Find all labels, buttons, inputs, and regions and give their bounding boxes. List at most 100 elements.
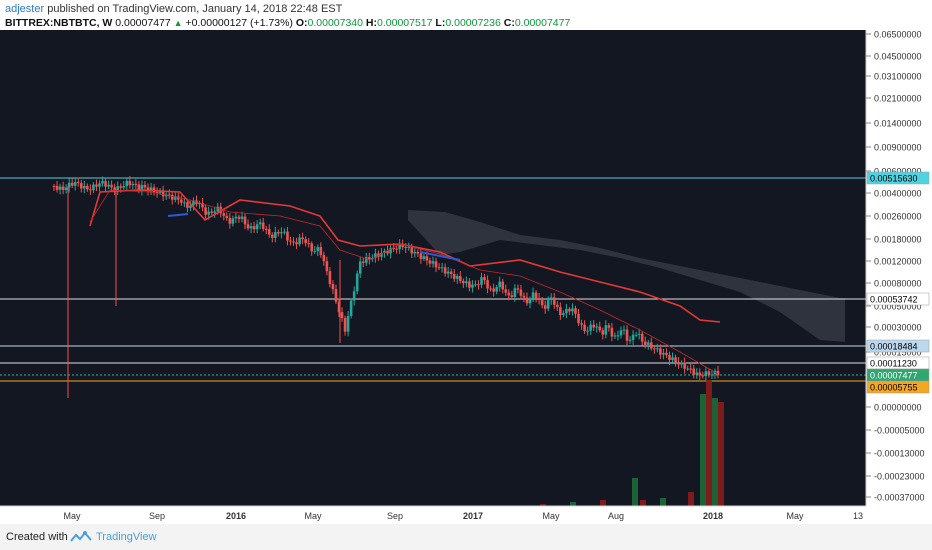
candle-body[interactable] xyxy=(192,200,195,206)
candle-body[interactable] xyxy=(631,334,635,340)
candle-body[interactable] xyxy=(665,352,668,356)
candle-body[interactable] xyxy=(404,247,408,249)
candle-body[interactable] xyxy=(83,185,86,189)
candle-body[interactable] xyxy=(498,281,501,288)
candle-body[interactable] xyxy=(343,318,347,332)
candle-body[interactable] xyxy=(716,370,720,376)
candle-body[interactable] xyxy=(462,280,465,284)
candle-body[interactable] xyxy=(237,216,241,219)
candle-body[interactable] xyxy=(586,330,589,332)
candle-body[interactable] xyxy=(613,335,617,337)
candle-body[interactable] xyxy=(616,335,620,337)
candle-body[interactable] xyxy=(113,187,116,192)
candle-body[interactable] xyxy=(704,371,708,377)
candle-body[interactable] xyxy=(143,185,147,188)
candle-body[interactable] xyxy=(477,284,480,286)
candle-body[interactable] xyxy=(656,348,659,350)
candle-body[interactable] xyxy=(161,190,165,197)
candle-body[interactable] xyxy=(198,202,201,205)
candle-body[interactable] xyxy=(283,231,286,233)
candle-body[interactable] xyxy=(243,216,247,225)
candle-body[interactable] xyxy=(386,250,389,254)
candle-body[interactable] xyxy=(180,199,183,203)
candle-body[interactable] xyxy=(410,247,414,254)
candle-body[interactable] xyxy=(79,183,83,189)
candle-body[interactable] xyxy=(701,375,705,377)
candle-body[interactable] xyxy=(637,333,641,335)
candle-body[interactable] xyxy=(225,215,229,218)
candle-body[interactable] xyxy=(668,355,671,361)
candle-body[interactable] xyxy=(346,315,350,332)
candle-body[interactable] xyxy=(674,357,677,362)
candle-body[interactable] xyxy=(640,333,644,342)
candle-body[interactable] xyxy=(170,194,174,200)
candle-body[interactable] xyxy=(562,313,565,316)
candle-body[interactable] xyxy=(649,342,653,349)
candle-body[interactable] xyxy=(695,372,699,375)
candle-body[interactable] xyxy=(595,326,599,328)
candle-body[interactable] xyxy=(368,257,371,260)
candle-body[interactable] xyxy=(122,186,126,188)
candle-body[interactable] xyxy=(528,298,532,304)
price-axis[interactable]: 0.06500000 0.04500000 0.03100000 0.02100000… xyxy=(866,30,925,503)
candle-body[interactable] xyxy=(58,186,62,190)
candle-body[interactable] xyxy=(534,292,538,298)
candle-body[interactable] xyxy=(101,181,104,184)
candle-body[interactable] xyxy=(495,287,498,292)
candle-body[interactable] xyxy=(110,184,113,188)
candle-body[interactable] xyxy=(692,368,696,375)
candle-body[interactable] xyxy=(340,312,344,319)
time-axis[interactable]: May Sep 2016 May Sep 2017 May Aug 2018 May 13 xyxy=(63,511,863,521)
candle-body[interactable] xyxy=(407,247,411,249)
candle-body[interactable] xyxy=(104,181,107,187)
candle-body[interactable] xyxy=(98,183,101,187)
candle-body[interactable] xyxy=(507,292,511,296)
candle-body[interactable] xyxy=(286,231,289,241)
candle-body[interactable] xyxy=(659,348,662,355)
candle-body[interactable] xyxy=(537,297,541,301)
candle-body[interactable] xyxy=(525,297,529,304)
candle-body[interactable] xyxy=(619,330,623,336)
price-chart[interactable]: 0.06500000 0.04500000 0.03100000 0.02100000… xyxy=(0,30,932,524)
candle-body[interactable] xyxy=(107,184,110,187)
candle-body[interactable] xyxy=(325,261,329,272)
candle-body[interactable] xyxy=(322,255,326,262)
candle-body[interactable] xyxy=(492,288,495,292)
candle-body[interactable] xyxy=(280,232,283,234)
candle-body[interactable] xyxy=(531,292,535,299)
tradingview-brand-link[interactable]: TradingView xyxy=(96,531,157,543)
candle-body[interactable] xyxy=(556,304,559,308)
candle-body[interactable] xyxy=(380,252,383,257)
candle-body[interactable] xyxy=(146,187,150,191)
candle-body[interactable] xyxy=(137,184,141,191)
candle-body[interactable] xyxy=(395,248,398,250)
candle-body[interactable] xyxy=(189,205,192,208)
candle-body[interactable] xyxy=(86,185,89,190)
candle-body[interactable] xyxy=(577,313,580,324)
candle-body[interactable] xyxy=(671,357,674,361)
candle-body[interactable] xyxy=(352,291,356,301)
candle-body[interactable] xyxy=(128,180,132,186)
candle-body[interactable] xyxy=(622,329,626,331)
candle-body[interactable] xyxy=(231,218,235,224)
candle-body[interactable] xyxy=(559,307,562,316)
candle-body[interactable] xyxy=(61,186,65,191)
candle-body[interactable] xyxy=(52,186,56,187)
candle-body[interactable] xyxy=(434,261,438,268)
candle-body[interactable] xyxy=(483,277,486,281)
candle-body[interactable] xyxy=(216,206,220,212)
candle-body[interactable] xyxy=(364,257,368,263)
candle-body[interactable] xyxy=(419,253,423,259)
candle-body[interactable] xyxy=(574,308,577,314)
candle-body[interactable] xyxy=(295,242,298,245)
candle-body[interactable] xyxy=(116,186,119,192)
candle-body[interactable] xyxy=(422,256,426,259)
candle-body[interactable] xyxy=(298,237,301,245)
candle-body[interactable] xyxy=(374,253,377,259)
candle-body[interactable] xyxy=(598,326,602,331)
candle-body[interactable] xyxy=(95,184,98,187)
candle-body[interactable] xyxy=(240,216,244,219)
candle-body[interactable] xyxy=(546,300,550,309)
candle-body[interactable] xyxy=(580,323,583,325)
candle-body[interactable] xyxy=(677,361,680,365)
